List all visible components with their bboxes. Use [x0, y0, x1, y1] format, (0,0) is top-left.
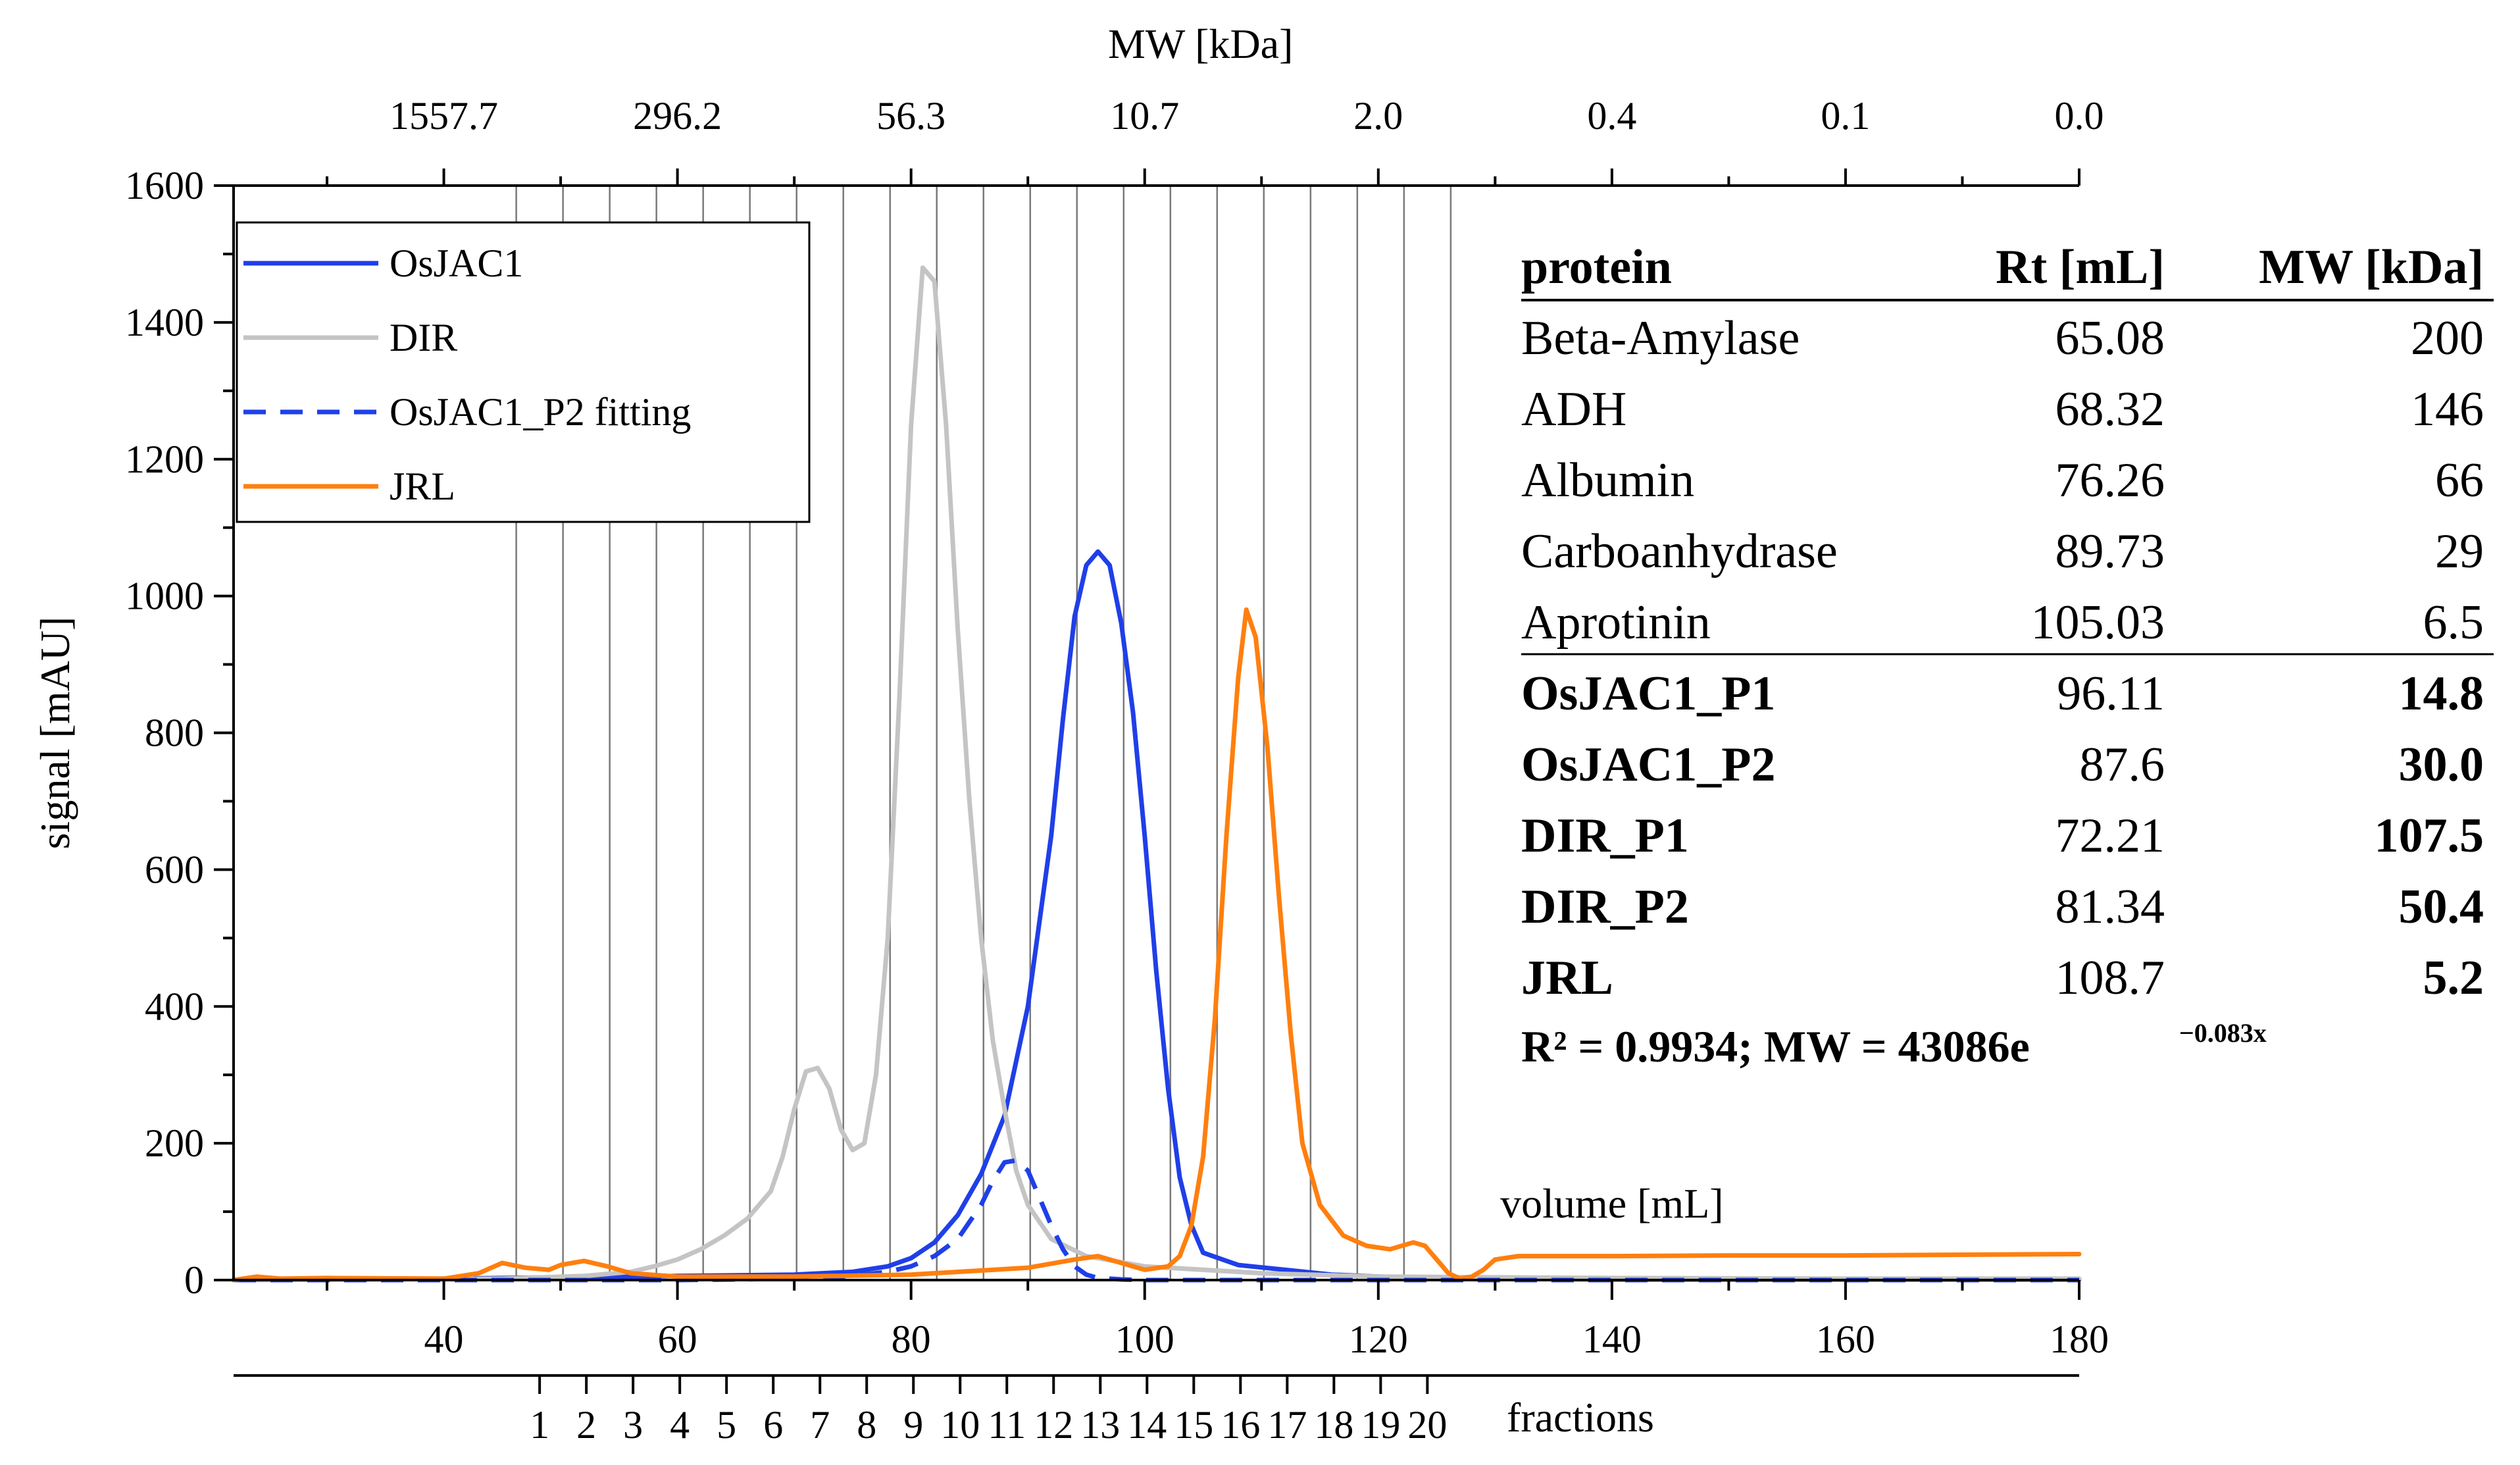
- x-tick-label: 140: [1582, 1318, 1642, 1361]
- x-tick-label: 60: [658, 1318, 697, 1361]
- top-axis-title: MW [kDa]: [1108, 20, 1293, 67]
- calibration-table: protein Rt [mL] MW [kDa] Beta-Amylase 65.08 2…: [1521, 240, 2494, 1071]
- fraction-tick-label: 5: [717, 1403, 736, 1447]
- fraction-tick-label: 6: [763, 1403, 783, 1447]
- legend-label: OsJAC1: [390, 242, 523, 285]
- table-cell-rt: 65.08: [2055, 311, 2165, 365]
- top-tick-label: 56.3: [876, 94, 945, 138]
- top-tick-label: 1557.7: [390, 94, 498, 138]
- y-tick-label: 800: [145, 711, 204, 755]
- table-cell-mw: 107.5: [2375, 809, 2484, 863]
- x-tick-label: 100: [1115, 1318, 1174, 1361]
- table-cell-protein: Beta-Amylase: [1521, 311, 1800, 365]
- top-tick-label: 0.4: [1587, 94, 1636, 138]
- legend-label: JRL: [390, 465, 455, 508]
- y-tick-label: 1600: [125, 164, 204, 207]
- table-cell-mw: 30.0: [2399, 738, 2484, 792]
- table-cell-rt: 72.21: [2055, 809, 2165, 863]
- fraction-tick-label: 18: [1314, 1403, 1353, 1447]
- legend: OsJAC1 DIR OsJAC1_P2 fitting JRL: [236, 221, 811, 523]
- fraction-tick-label: 10: [940, 1403, 980, 1447]
- legend-label: DIR: [390, 316, 457, 359]
- y-tick-label: 1200: [125, 438, 204, 481]
- fraction-tick-label: 14: [1127, 1403, 1167, 1447]
- fraction-tick-label: 9: [903, 1403, 923, 1447]
- table-cell-mw: 50.4: [2399, 880, 2484, 934]
- table-header-protein: protein: [1521, 240, 1672, 294]
- fraction-tick-label: 1: [530, 1403, 549, 1447]
- x-axis-title: volume [mL]: [1500, 1180, 1723, 1227]
- y-tick-label: 1400: [125, 301, 204, 344]
- top-tick-label: 2.0: [1353, 94, 1403, 138]
- chromatogram-curves: [231, 265, 2082, 1283]
- top-tick-label: 10.7: [1110, 94, 1179, 138]
- table-cell-rt: 76.26: [2055, 453, 2165, 507]
- table-header-rt: Rt [mL]: [1996, 240, 2165, 294]
- fraction-tick-label: 19: [1361, 1403, 1400, 1447]
- y-tick-label: 600: [145, 848, 204, 891]
- table-cell-mw: 29: [2435, 525, 2484, 578]
- table-cell-protein: OsJAC1_P2: [1521, 738, 1775, 792]
- y-tick-label: 0: [184, 1258, 204, 1302]
- table-cell-rt: 96.11: [2057, 667, 2165, 721]
- fraction-tick-label: 7: [810, 1403, 830, 1447]
- table-cell-protein: DIR_P2: [1521, 880, 1689, 934]
- fraction-tick-label: 12: [1034, 1403, 1073, 1447]
- y-tick-label: 1000: [125, 575, 204, 618]
- table-cell-rt: 108.7: [2055, 951, 2165, 1005]
- table-cell-rt: 81.34: [2055, 880, 2165, 934]
- fraction-tick-label: 17: [1267, 1403, 1307, 1447]
- x-tick-label: 80: [892, 1318, 931, 1361]
- x-tick-label: 160: [1816, 1318, 1875, 1361]
- table-cell-protein: Aprotinin: [1521, 596, 1711, 650]
- fraction-tick-label: 16: [1221, 1403, 1260, 1447]
- legend-label: OsJAC1_P2 fitting: [390, 390, 691, 434]
- series-line-osjac1: [231, 549, 2082, 1283]
- table-cell-protein: JRL: [1521, 951, 1613, 1005]
- table-cell-protein: DIR_P1: [1521, 809, 1689, 863]
- fraction-tick-label: 20: [1407, 1403, 1447, 1447]
- x-tick-label: 180: [2050, 1318, 2109, 1361]
- fraction-tick-label: 4: [670, 1403, 690, 1447]
- table-cell-protein: OsJAC1_P1: [1521, 667, 1775, 721]
- y-tick-label: 400: [145, 985, 204, 1028]
- table-cell-protein: Carboanhydrase: [1521, 525, 1838, 578]
- fraction-tick-label: 8: [857, 1403, 876, 1447]
- table-cell-protein: Albumin: [1521, 453, 1694, 507]
- series-line-dir: [231, 265, 2082, 1283]
- y-tick-label: 200: [145, 1121, 204, 1165]
- table-cell-mw: 14.8: [2399, 667, 2484, 721]
- fraction-tick-label: 3: [623, 1403, 643, 1447]
- table-cell-mw: 146: [2411, 382, 2484, 436]
- fraction-tick-label: 13: [1080, 1403, 1120, 1447]
- y-axis-title: signal [mAU]: [32, 617, 78, 850]
- x-tick-label: 40: [424, 1318, 464, 1361]
- table-cell-rt: 105.03: [2031, 596, 2165, 650]
- series-line-osjac1-p2-fitting: [234, 1158, 2079, 1283]
- table-cell-rt: 89.73: [2055, 525, 2165, 578]
- top-tick-label: 0.1: [1821, 94, 1870, 138]
- series-line-jrl: [231, 607, 2082, 1283]
- fraction-tick-label: 15: [1174, 1403, 1213, 1447]
- top-tick-label: 0.0: [2055, 94, 2104, 138]
- table-cell-mw: 5.2: [2423, 951, 2484, 1005]
- table-cell-mw: 200: [2411, 311, 2484, 365]
- table-cell-rt: 68.32: [2055, 382, 2165, 436]
- table-cell-protein: ADH: [1521, 382, 1626, 436]
- table-cell-rt: 87.6: [2080, 738, 2165, 792]
- fraction-tick-label: 11: [988, 1403, 1026, 1447]
- table-cell-mw: 66: [2435, 453, 2484, 507]
- fractions-axis-title: fractions: [1507, 1394, 1654, 1441]
- table-cell-mw: 6.5: [2423, 596, 2484, 650]
- fit-equation: R² = 0.9934; MW = 43086e: [1521, 1021, 2030, 1071]
- fraction-tick-label: 2: [576, 1403, 596, 1447]
- x-tick-label: 120: [1349, 1318, 1408, 1361]
- table-header-mw: MW [kDa]: [2259, 240, 2484, 294]
- top-tick-label: 296.2: [633, 94, 722, 138]
- fit-equation-exponent: −0.083x: [2179, 1018, 2267, 1048]
- legend-box: [236, 221, 811, 523]
